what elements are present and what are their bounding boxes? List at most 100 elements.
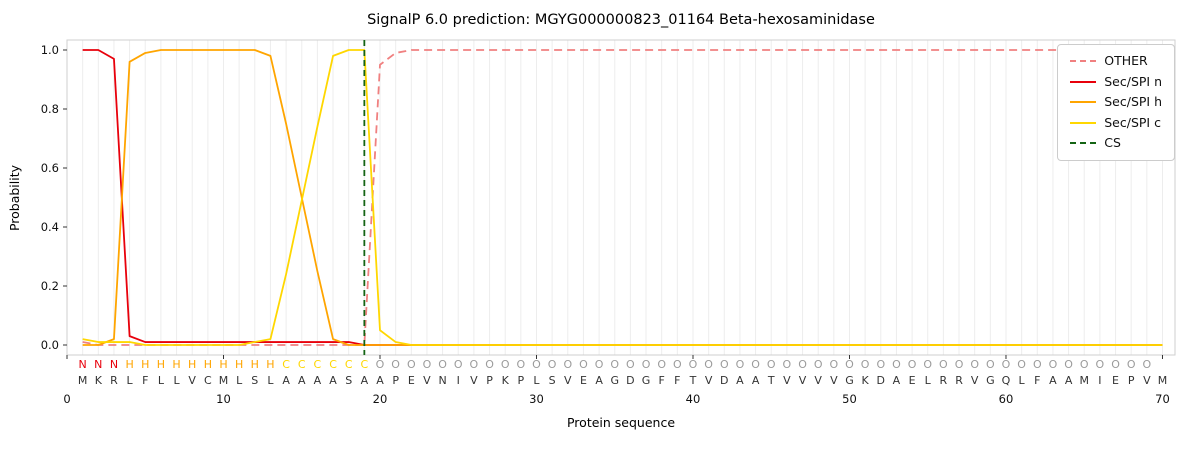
region-letter: O bbox=[814, 358, 823, 371]
sequence-letter: D bbox=[877, 374, 885, 387]
sequence-letter: N bbox=[438, 374, 446, 387]
region-letter: O bbox=[861, 358, 870, 371]
legend-label-sec-spi-h: Sec/SPI h bbox=[1104, 94, 1162, 109]
region-letter: O bbox=[454, 358, 463, 371]
region-letter: C bbox=[314, 358, 322, 371]
legend-item-cs: CS bbox=[1070, 136, 1162, 150]
y-tick-label: 0.0 bbox=[41, 338, 59, 352]
region-letter: O bbox=[704, 358, 713, 371]
region-letter: O bbox=[798, 358, 807, 371]
sequence-letter: D bbox=[720, 374, 728, 387]
region-letter: O bbox=[1127, 358, 1136, 371]
sequence-letter: E bbox=[909, 374, 916, 387]
region-letter: O bbox=[407, 358, 416, 371]
sequence-letter: L bbox=[158, 374, 165, 387]
x-axis-label: Protein sequence bbox=[566, 415, 676, 430]
legend-item-sec-spi-h: Sec/SPI h bbox=[1070, 94, 1162, 109]
region-letter: O bbox=[610, 358, 619, 371]
sequence-letter: S bbox=[549, 374, 556, 387]
x-tick-label: 0 bbox=[63, 392, 70, 406]
region-letter: C bbox=[361, 358, 369, 371]
region-letter: O bbox=[892, 358, 901, 371]
y-tick-label: 0.2 bbox=[41, 279, 59, 293]
region-letter: O bbox=[391, 358, 400, 371]
sequence-letter: F bbox=[142, 374, 148, 387]
region-letter: H bbox=[141, 358, 149, 371]
sequence-letter: V bbox=[423, 374, 431, 387]
region-letter: O bbox=[751, 358, 760, 371]
sequence-letter: K bbox=[502, 374, 510, 387]
sequence-letter: K bbox=[862, 374, 870, 387]
region-letter: O bbox=[876, 358, 885, 371]
region-letter: O bbox=[720, 358, 729, 371]
region-letter: O bbox=[1033, 358, 1042, 371]
sequence-letter: G bbox=[610, 374, 619, 387]
sequence-letter: R bbox=[955, 374, 963, 387]
y-tick-label: 0.6 bbox=[41, 161, 59, 175]
legend-item-other: OTHER bbox=[1070, 54, 1162, 68]
x-tick-label: 10 bbox=[216, 392, 231, 406]
sequence-letter: G bbox=[642, 374, 651, 387]
region-letter: O bbox=[923, 358, 932, 371]
region-letter: H bbox=[204, 358, 212, 371]
y-tick-label: 1.0 bbox=[41, 43, 59, 57]
region-letter: O bbox=[595, 358, 604, 371]
sequence-letter: V bbox=[799, 374, 807, 387]
region-letter: O bbox=[1111, 358, 1120, 371]
region-letter: O bbox=[1096, 358, 1105, 371]
region-letter: C bbox=[345, 358, 353, 371]
legend-label-sec-spi-n: Sec/SPI n bbox=[1104, 73, 1162, 89]
region-letter: O bbox=[563, 358, 572, 371]
x-tick-label: 70 bbox=[1155, 392, 1170, 406]
x-tick-label: 40 bbox=[686, 392, 701, 406]
region-letter: O bbox=[970, 358, 979, 371]
region-letter: N bbox=[94, 358, 102, 371]
sequence-letter: A bbox=[298, 374, 306, 387]
region-letter: O bbox=[845, 358, 854, 371]
sequence-letter: M bbox=[1158, 374, 1168, 387]
sequence-letter: R bbox=[940, 374, 948, 387]
sequence-letter: E bbox=[1112, 374, 1119, 387]
legend-line-cs-icon bbox=[1070, 142, 1097, 145]
region-letter: H bbox=[125, 358, 133, 371]
region-letter: C bbox=[282, 358, 290, 371]
sequence-letter: P bbox=[392, 374, 399, 387]
region-letter: H bbox=[266, 358, 274, 371]
y-tick-label: 0.4 bbox=[41, 220, 59, 234]
sequence-letter: M bbox=[219, 374, 229, 387]
region-letter: O bbox=[1142, 358, 1151, 371]
region-letter: O bbox=[767, 358, 776, 371]
series-line-sec-spi-h bbox=[82, 49, 1163, 346]
series-line-sec-spi-c bbox=[82, 49, 1163, 346]
sequence-letter: I bbox=[1098, 374, 1101, 387]
sequence-letter: F bbox=[659, 374, 665, 387]
region-letter: O bbox=[470, 358, 479, 371]
region-letter: H bbox=[172, 358, 180, 371]
sequence-letter: R bbox=[110, 374, 118, 387]
region-letter: O bbox=[673, 358, 682, 371]
sequence-letter: L bbox=[267, 374, 274, 387]
region-letter: H bbox=[219, 358, 227, 371]
region-letter: O bbox=[517, 358, 526, 371]
legend-line-sec-spi-c-icon bbox=[1070, 121, 1097, 124]
sequence-letter: Q bbox=[1002, 374, 1011, 387]
sequence-letter: F bbox=[1034, 374, 1040, 387]
sequence-letter: P bbox=[1128, 374, 1135, 387]
sequence-letter: L bbox=[173, 374, 180, 387]
sequence-letter: V bbox=[971, 374, 979, 387]
legend-line-sec-spi-h-icon bbox=[1070, 101, 1097, 104]
sequence-letter: L bbox=[925, 374, 932, 387]
region-letter: O bbox=[1049, 358, 1058, 371]
sequence-letter: A bbox=[736, 374, 744, 387]
sequence-letter: E bbox=[408, 374, 415, 387]
region-letter: H bbox=[157, 358, 165, 371]
sequence-letter: V bbox=[814, 374, 822, 387]
sequence-letter: D bbox=[626, 374, 634, 387]
region-letter: O bbox=[783, 358, 792, 371]
region-letter: N bbox=[110, 358, 118, 371]
region-letter: N bbox=[79, 358, 87, 371]
region-letter: H bbox=[251, 358, 259, 371]
region-letter: C bbox=[329, 358, 337, 371]
sequence-letter: L bbox=[533, 374, 540, 387]
